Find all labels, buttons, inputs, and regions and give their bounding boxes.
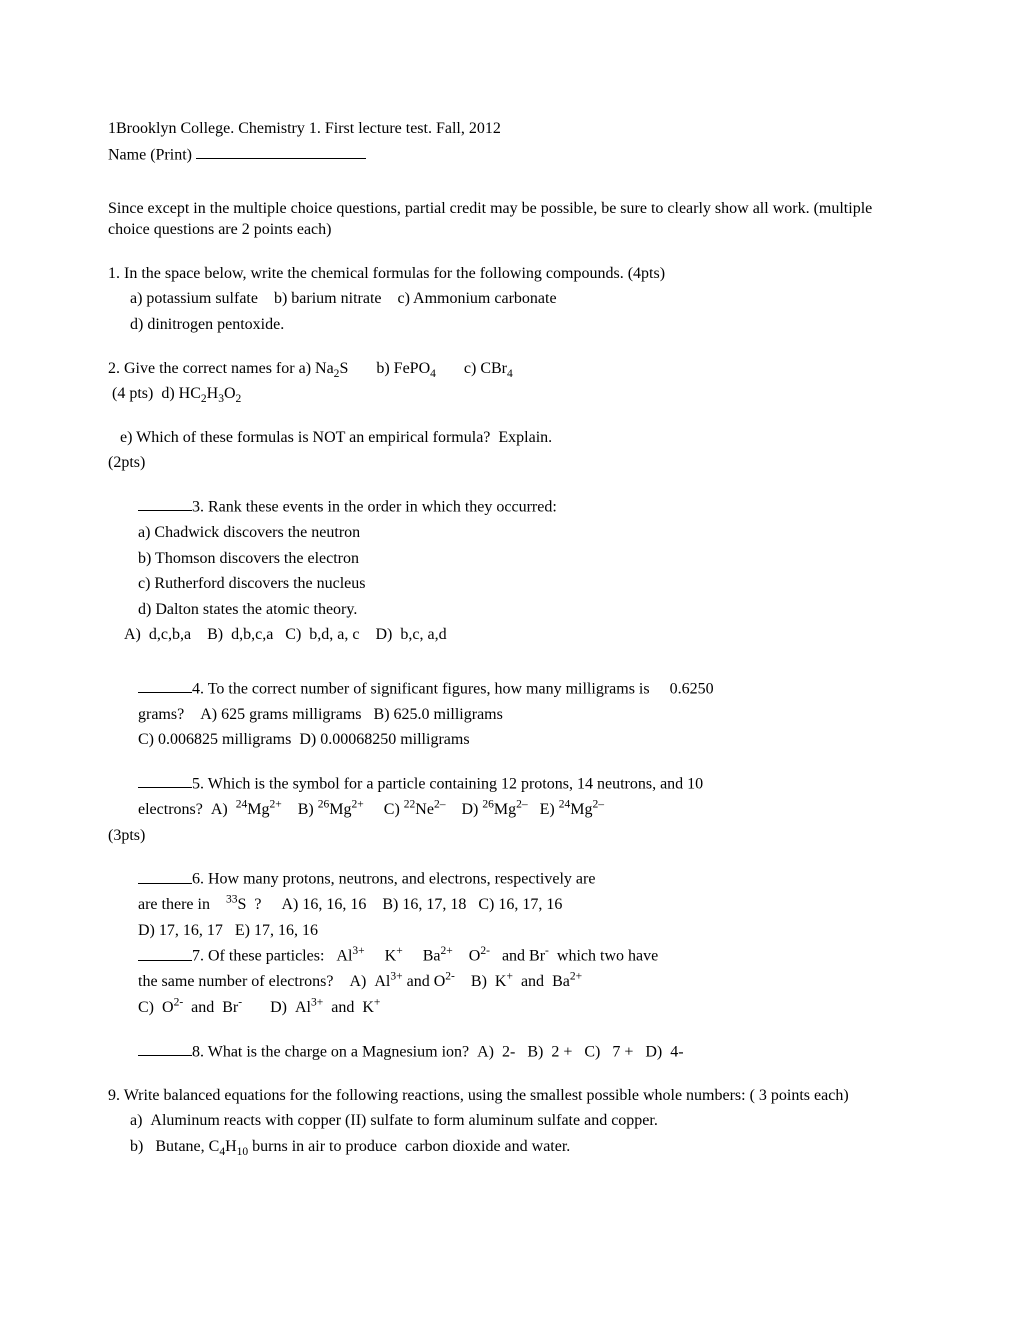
- q7-line1-wrap: 7. Of these particles: Al3+ K+ Ba2+ O2- …: [108, 945, 912, 967]
- q4-line2: grams? A) 625 grams milligrams B) 625.0 …: [108, 704, 912, 726]
- name-line: Name (Print): [108, 144, 912, 166]
- q5-line1-wrap: 5. Which is the symbol for a particle co…: [108, 773, 912, 795]
- q2-line1-mid2: c) CBr: [436, 360, 507, 377]
- q5-mg-e: Mg: [570, 801, 592, 818]
- q9-b: b) Butane, C4H10 burns in air to produce…: [108, 1136, 912, 1158]
- q3-b: b) Thomson discovers the electron: [108, 548, 912, 570]
- q2-line2-pre: (4 pts) d) HC: [108, 385, 201, 402]
- q9-b-pre: b) Butane, C: [130, 1138, 219, 1155]
- q7-line3-dk: and K: [323, 999, 374, 1016]
- q7-line2-and1: and: [403, 973, 434, 990]
- q4-line3: C) 0.006825 milligrams D) 0.00068250 mil…: [108, 729, 912, 751]
- name-label: Name (Print): [108, 146, 196, 163]
- q3-d: d) Dalton states the atomic theory.: [108, 599, 912, 621]
- q5-line1: 5. Which is the symbol for a particle co…: [192, 775, 703, 792]
- q7-k: K: [385, 948, 397, 965]
- q3-c: c) Rutherford discovers the nucleus: [108, 573, 912, 595]
- q2-line2-mid: H: [207, 385, 219, 402]
- q6-line3: D) 17, 16, 17 E) 17, 16, 16: [108, 920, 912, 942]
- q9-stem: 9. Write balanced equations for the foll…: [108, 1085, 912, 1107]
- q2-line2: (4 pts) d) HC2H3O2: [108, 383, 912, 405]
- q7-answer-blank[interactable]: [138, 945, 192, 960]
- q5-mg-b: Mg: [329, 801, 351, 818]
- q8-line-wrap: 8. What is the charge on a Magnesium ion…: [108, 1041, 912, 1063]
- q7-line1-pre: 7. Of these particles: Al: [192, 948, 352, 965]
- q6-answer-blank[interactable]: [138, 868, 192, 883]
- q5-line2-pre: electrons? A): [138, 801, 236, 818]
- q6-line1: 6. How many protons, neutrons, and elect…: [192, 871, 595, 888]
- q4-line1-wrap: 4. To the correct number of significant …: [108, 678, 912, 700]
- q1-parts-1: a) potassium sulfate b) barium nitrate c…: [108, 288, 912, 310]
- q8-line: 8. What is the charge on a Magnesium ion…: [192, 1043, 684, 1060]
- q9-b-post: burns in air to produce carbon dioxide a…: [248, 1138, 570, 1155]
- q7-o2: O: [434, 973, 446, 990]
- q4-line1: 4. To the correct number of significant …: [192, 680, 714, 697]
- q2e: e) Which of these formulas is NOT an emp…: [108, 427, 912, 449]
- instructions: Since except in the multiple choice ques…: [108, 198, 912, 241]
- q3-choices: A) d,c,b,a B) d,b,c,a C) b,d, a, c D) b,…: [108, 624, 912, 646]
- q5-points: (3pts): [108, 825, 912, 847]
- q7-ba: Ba: [423, 948, 441, 965]
- q6-line1-wrap: 6. How many protons, neutrons, and elect…: [108, 868, 912, 890]
- q7-line1-tail: which two have: [549, 948, 658, 965]
- q2e-points: (2pts): [108, 452, 912, 474]
- q2-line2-end: O: [224, 385, 236, 402]
- q2-line1: 2. Give the correct names for a) Na2S b)…: [108, 358, 912, 380]
- q6-line2-pre: are there in: [138, 896, 226, 913]
- q4-answer-blank[interactable]: [138, 678, 192, 693]
- q1-parts-2: d) dinitrogen pentoxide.: [108, 314, 912, 336]
- q3-stem: 3. Rank these events in the order in whi…: [192, 498, 557, 515]
- q7-line3-mid: and Br: [183, 999, 238, 1016]
- q7-k2: K: [495, 973, 507, 990]
- q5-mg-d: Mg: [494, 801, 516, 818]
- q5-line2: electrons? A) 24Mg2+ B) 26Mg2+ C) 22Ne2–…: [108, 799, 912, 821]
- q9-b-h: H: [225, 1138, 237, 1155]
- q3-answer-blank[interactable]: [138, 496, 192, 511]
- q1-stem: 1. In the space below, write the chemica…: [108, 263, 912, 285]
- q7-line3: C) O2- and Br- D) Al3+ and K+: [108, 997, 912, 1019]
- document-page: 1Brooklyn College. Chemistry 1. First le…: [0, 0, 1020, 1201]
- q6-line2-post: ? A) 16, 16, 16 B) 16, 17, 18 C) 16, 17,…: [246, 896, 562, 913]
- q3-a: a) Chadwick discovers the neutron: [108, 522, 912, 544]
- header-title: 1Brooklyn College. Chemistry 1. First le…: [108, 118, 912, 140]
- q2-line1-pre: 2. Give the correct names for a) Na: [108, 360, 334, 377]
- q9-a: a) Aluminum reacts with copper (II) sulf…: [108, 1110, 912, 1132]
- q5-mg-a: Mg: [247, 801, 269, 818]
- name-blank[interactable]: [196, 144, 366, 159]
- q8-answer-blank[interactable]: [138, 1041, 192, 1056]
- q7-line2-pre: the same number of electrons? A) Al: [138, 973, 390, 990]
- q7-ba2: Ba: [552, 973, 570, 990]
- q2-line1-mid1: S b) FePO: [339, 360, 430, 377]
- q7-br: Br: [529, 948, 545, 965]
- q7-line3-d: D) Al: [242, 999, 311, 1016]
- q7-o: O: [469, 948, 481, 965]
- q5-ne-c: Ne: [415, 801, 434, 818]
- q3-stem-line: 3. Rank these events in the order in whi…: [108, 496, 912, 518]
- q6-line2: are there in 33S ? A) 16, 16, 16 B) 16, …: [108, 894, 912, 916]
- q7-line3-pre: C) O: [138, 999, 174, 1016]
- q7-line2: the same number of electrons? A) Al3+ an…: [108, 971, 912, 993]
- q5-answer-blank[interactable]: [138, 773, 192, 788]
